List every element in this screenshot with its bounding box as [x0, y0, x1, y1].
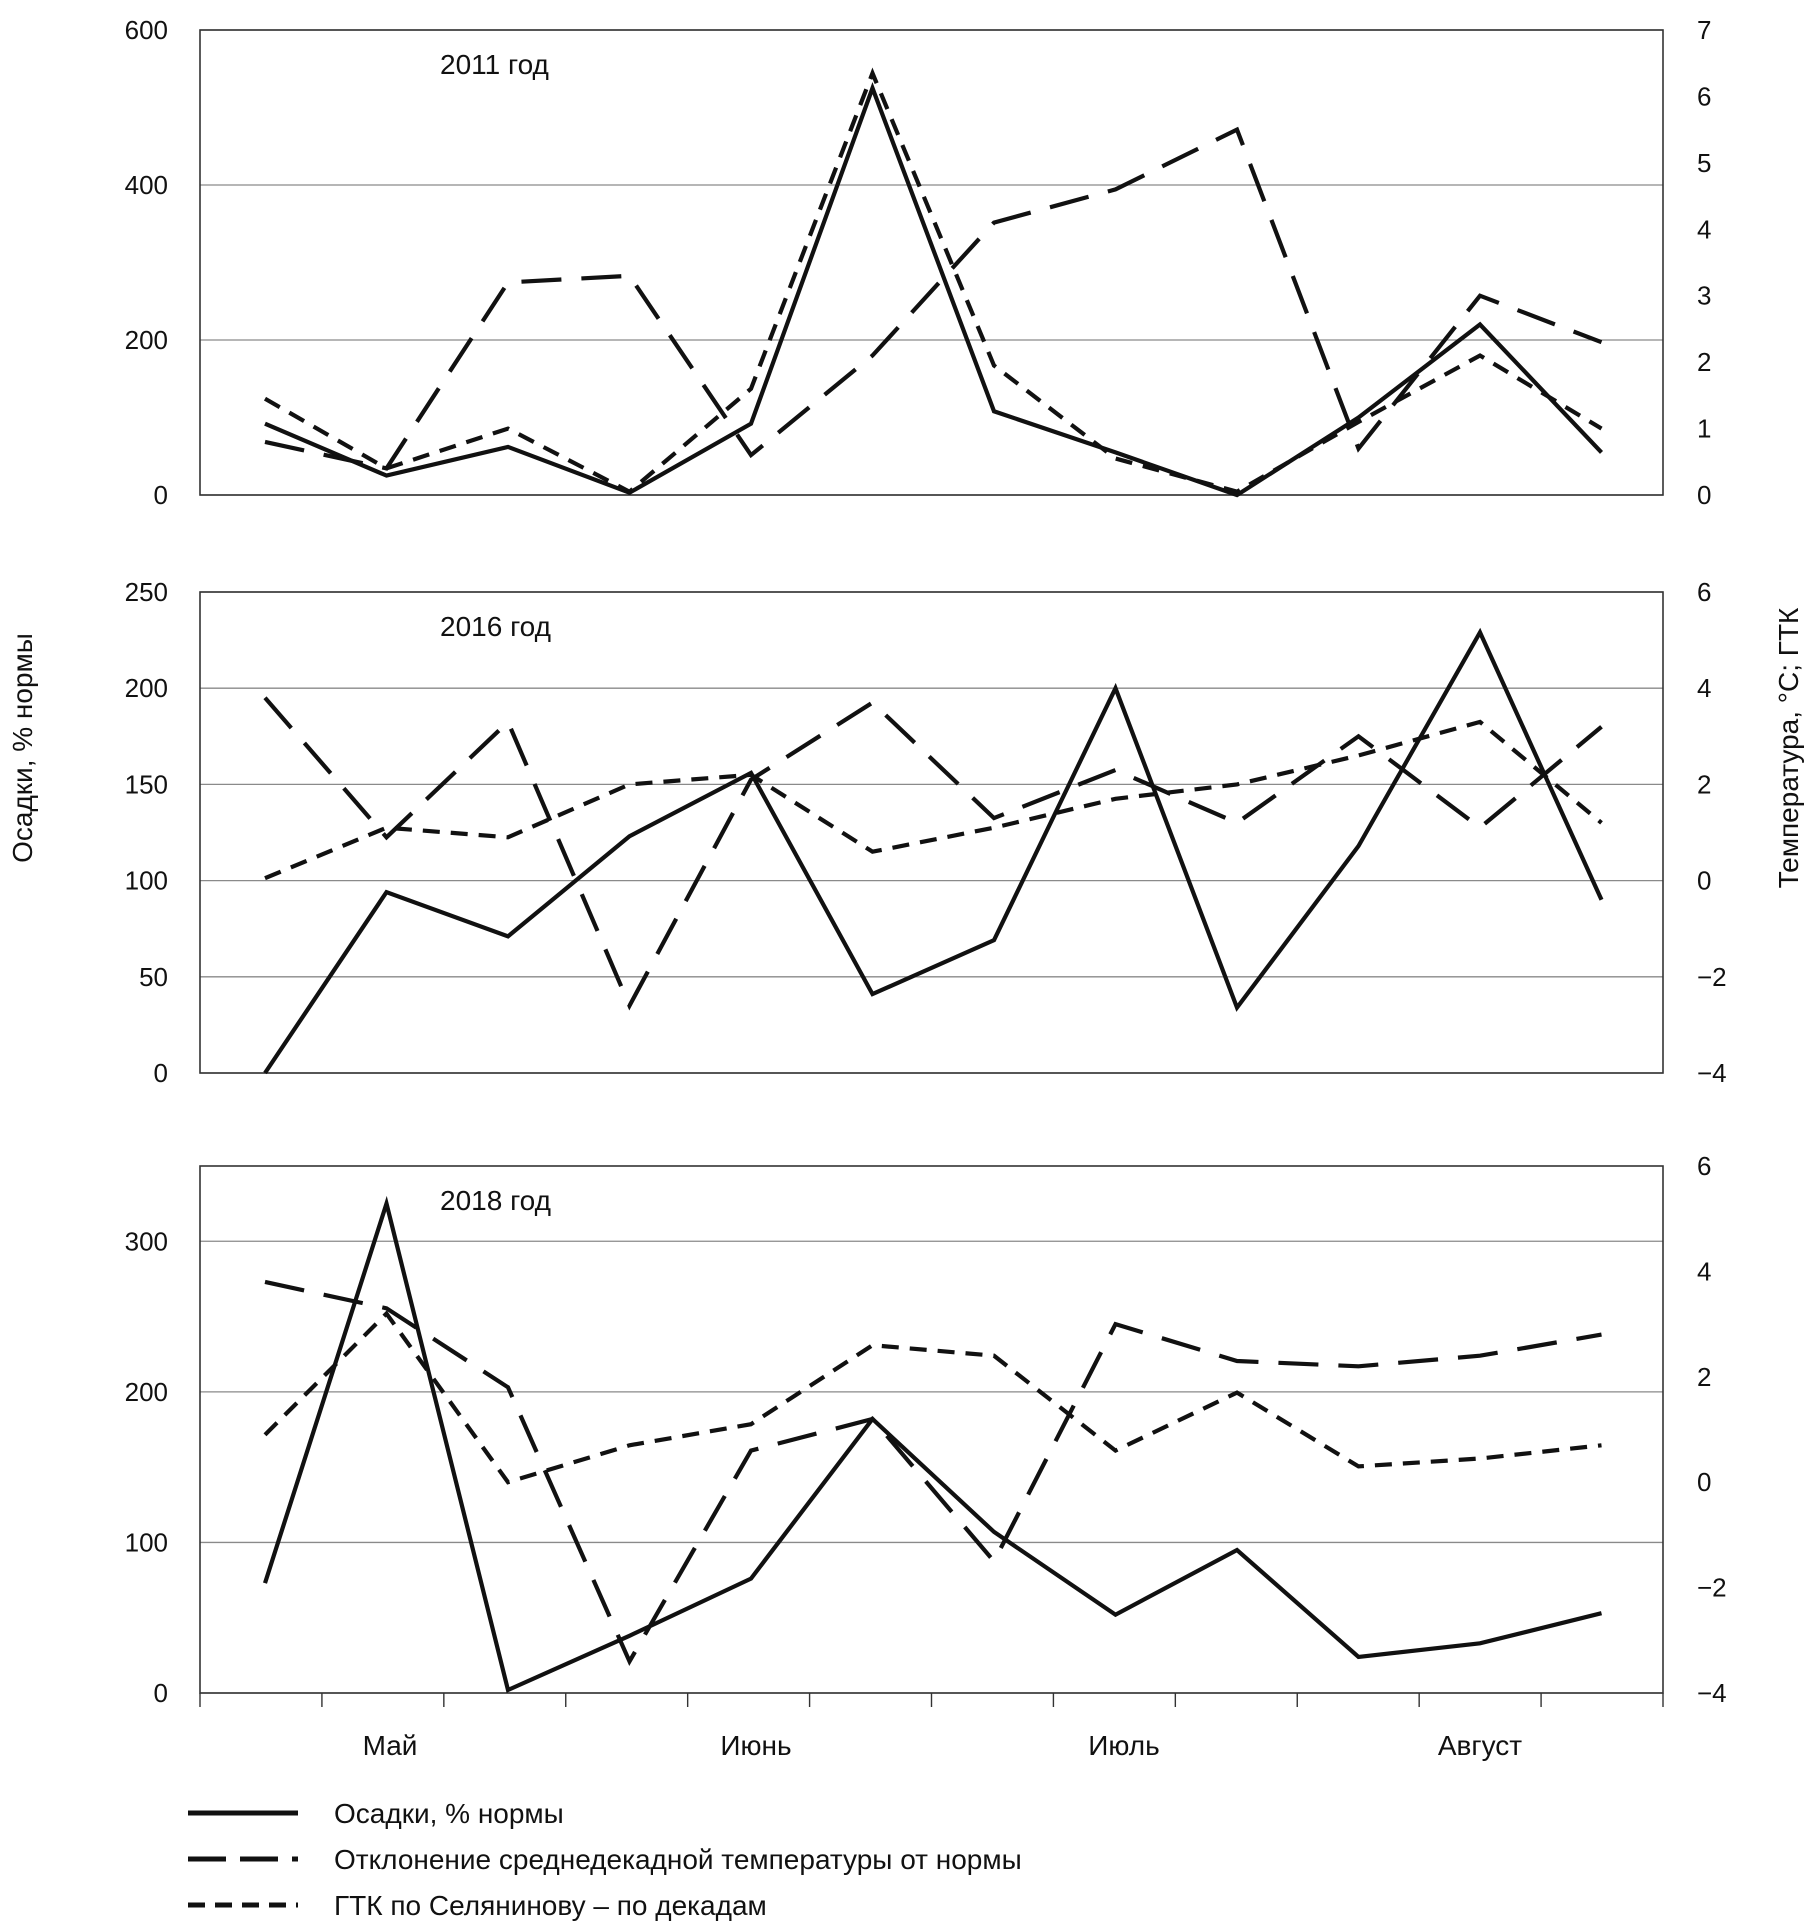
panel-1: 0 200 400 600 0 1 2 3 4 5 6 7 2011 год — [125, 15, 1712, 510]
y-axis-title-right: Температура, °C; ГТК — [1773, 607, 1804, 888]
y-tick-right: 2 — [1697, 347, 1711, 377]
panel-title: 2011 год — [440, 49, 549, 80]
legend-item-gtk: ГТК по Селянинову – по декадам — [188, 1890, 767, 1921]
y-tick-right: 6 — [1697, 81, 1711, 111]
y-tick-left: 200 — [125, 325, 168, 355]
y-tick-right: 0 — [1697, 1467, 1711, 1497]
x-axis: Май Июнь Июль Август — [199, 1693, 1664, 1761]
legend: Осадки, % нормы Отклонение среднедекадно… — [188, 1798, 1022, 1921]
y-tick-right: −4 — [1697, 1678, 1727, 1708]
legend-label-precipitation: Осадки, % нормы — [334, 1798, 564, 1829]
y-axis-title-left: Осадки, % нормы — [7, 633, 38, 863]
y-tick-left: 50 — [139, 962, 168, 992]
y-tick-right: −2 — [1697, 962, 1727, 992]
series-line-short-dash-panel-3 — [263, 1310, 1602, 1485]
y-tick-right: 6 — [1697, 577, 1711, 607]
y-tick-left: 200 — [125, 1377, 168, 1407]
y-tick-left: 400 — [125, 170, 168, 200]
y-tick-right: 1 — [1697, 414, 1711, 444]
y-tick-left: 0 — [154, 1678, 168, 1708]
series-line-short-dash-panel-1 — [263, 67, 1603, 495]
y-tick-left: 600 — [125, 15, 168, 45]
y-tick-right: 6 — [1697, 1151, 1711, 1181]
y-tick-right: −4 — [1697, 1058, 1727, 1088]
y-tick-left: 150 — [125, 769, 168, 799]
y-tick-left: 100 — [125, 1527, 168, 1557]
panel-2: 0 50 100 150 200 250 −4 −2 0 2 4 6 2016 год — [125, 577, 1727, 1088]
legend-item-precipitation: Осадки, % нормы — [188, 1798, 564, 1829]
series-line-long-dash-panel-2 — [263, 696, 1603, 1011]
y-tick-right: 2 — [1697, 769, 1711, 799]
y-tick-right: 4 — [1697, 214, 1711, 244]
y-tick-left: 100 — [125, 866, 168, 896]
x-month-label: Июнь — [720, 1730, 791, 1761]
y-tick-right: 4 — [1697, 673, 1711, 703]
y-tick-right: 5 — [1697, 148, 1711, 178]
y-tick-left: 200 — [125, 673, 168, 703]
x-month-label: Май — [363, 1730, 418, 1761]
series-line-solid-panel-3 — [263, 1195, 1603, 1693]
y-tick-left: 0 — [154, 480, 168, 510]
y-tick-right: 7 — [1697, 15, 1711, 45]
plot-frame — [199, 591, 1664, 1074]
y-tick-right: 2 — [1697, 1362, 1711, 1392]
panel-title: 2016 год — [440, 611, 551, 642]
legend-item-temperature-deviation: Отклонение среднедекадной температуры от… — [188, 1844, 1022, 1875]
y-tick-right: 0 — [1697, 866, 1711, 896]
series-line-solid-panel-2 — [263, 627, 1604, 1075]
legend-label-gtk: ГТК по Селянинову – по декадам — [334, 1890, 767, 1921]
series-line-long-dash-panel-1 — [264, 126, 1603, 471]
panel-title: 2018 год — [440, 1185, 551, 1216]
y-tick-left: 0 — [154, 1058, 168, 1088]
x-month-label: Август — [1438, 1730, 1522, 1761]
y-tick-right: 3 — [1697, 281, 1711, 311]
plot-frame — [199, 29, 1664, 496]
y-tick-left: 250 — [125, 577, 168, 607]
series-line-long-dash-panel-3 — [264, 1279, 1602, 1667]
series-line-solid-panel-1 — [264, 82, 1604, 498]
legend-label-temperature-deviation: Отклонение среднедекадной температуры от… — [334, 1844, 1022, 1875]
x-month-label: Июль — [1088, 1730, 1159, 1761]
y-tick-right: −2 — [1697, 1573, 1727, 1603]
series-line-short-dash-panel-2 — [264, 719, 1603, 881]
y-tick-left: 300 — [125, 1226, 168, 1256]
y-tick-right: 0 — [1697, 480, 1711, 510]
y-tick-right: 4 — [1697, 1256, 1711, 1286]
